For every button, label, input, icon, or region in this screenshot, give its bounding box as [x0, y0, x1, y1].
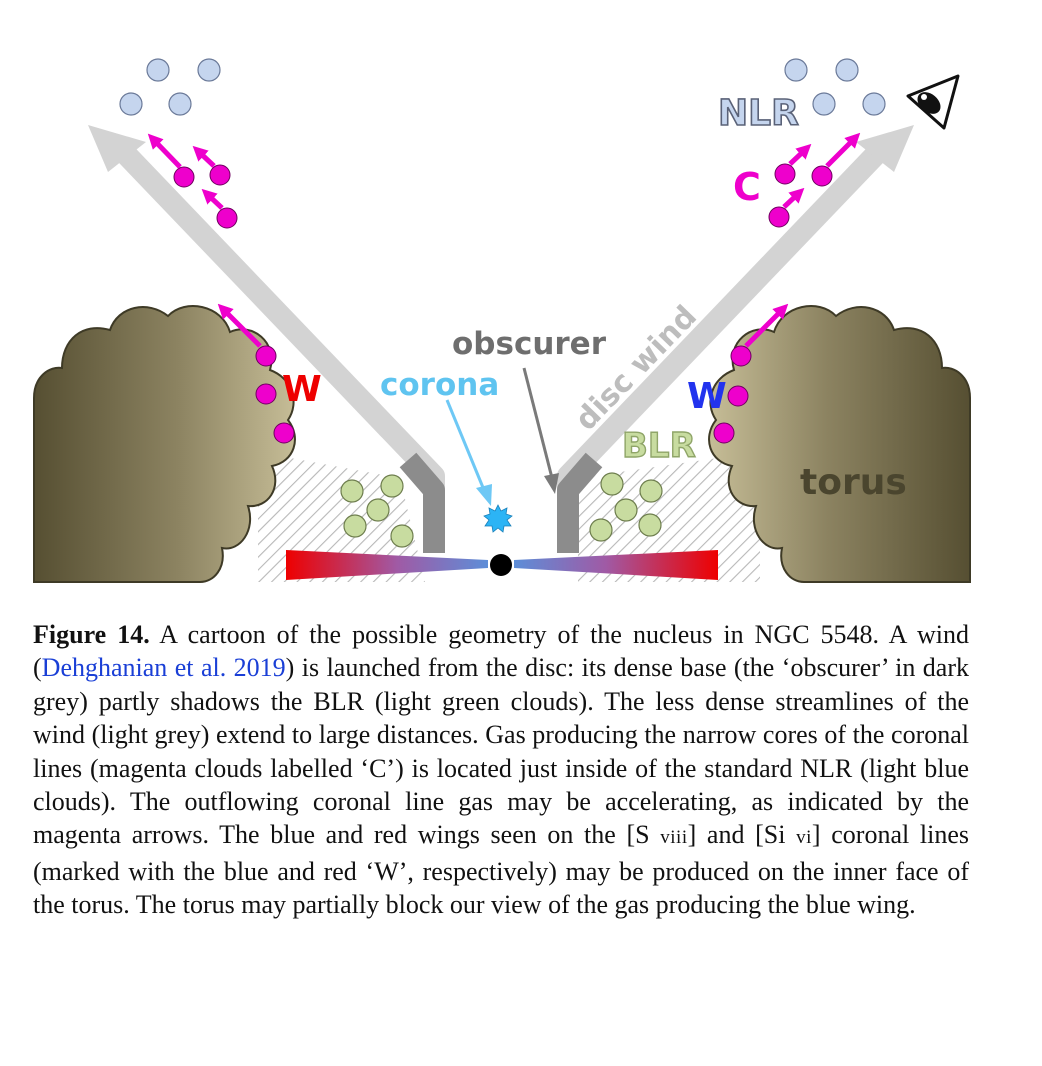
accretion-disc-left: [286, 550, 488, 580]
eye-icon: [906, 74, 960, 130]
coronal-arrows-right: [782, 132, 861, 209]
figure-caption: Figure 14. A cartoon of the possible geo…: [33, 618, 969, 922]
w-red-label: W: [282, 369, 322, 410]
wing-clouds-left: [255, 345, 295, 444]
accretion-disc-right: [514, 550, 718, 580]
nlr-clouds-right: [784, 58, 886, 116]
nlr-clouds-left: [119, 58, 221, 116]
agn-geometry-diagram: NLR C disc wind obscurer corona W W BLR …: [33, 58, 971, 583]
coronal-arrows-left: [147, 133, 224, 210]
disc-wind-left-arrowhead: [88, 125, 146, 172]
blr-clouds-right: [589, 472, 663, 542]
obscurer-pointer-arrow: [522, 367, 554, 479]
obscurer-pointer-arrowhead: [544, 473, 559, 494]
caption-text-4: ] coronal lines (marked with the blue an…: [33, 820, 969, 920]
wing-arrow-right: [744, 303, 789, 348]
obscurer-right: [557, 452, 603, 553]
corona-pointer-arrow: [445, 399, 486, 491]
obscurer-left: [399, 452, 445, 553]
coronal-clouds-right: [768, 163, 833, 228]
figure-number: Figure 14.: [33, 620, 150, 649]
blr-label: BLR: [622, 426, 696, 466]
w-blue-label: W: [687, 376, 727, 417]
nlr-label: NLR: [718, 93, 799, 134]
torus-label: torus: [800, 462, 907, 503]
ion-state-2: vi: [796, 827, 812, 849]
blr-clouds-left: [340, 474, 414, 548]
disc-wind-right-arrowhead: [856, 125, 914, 172]
caption-text-1: A cartoon of the possible geometry of th…: [33, 620, 969, 683]
wing-clouds-right: [713, 345, 752, 444]
caption-text-3: ] and [Si: [687, 820, 797, 850]
corona-pointer-arrowhead: [476, 484, 492, 506]
obscurer-label: obscurer: [452, 326, 607, 362]
wing-arrow-left: [217, 303, 262, 348]
black-hole: [490, 554, 512, 576]
c-label: C: [733, 165, 761, 209]
corona-star: [483, 504, 513, 533]
coronal-clouds-left: [173, 164, 238, 229]
citation-link[interactable]: Dehghanian et al. 2019: [41, 653, 286, 683]
caption-text-2: ) is launched from the disc: its dense b…: [33, 653, 969, 850]
ion-state-1: viii: [660, 827, 688, 849]
torus-left: [33, 305, 296, 583]
corona-label: corona: [380, 367, 499, 403]
